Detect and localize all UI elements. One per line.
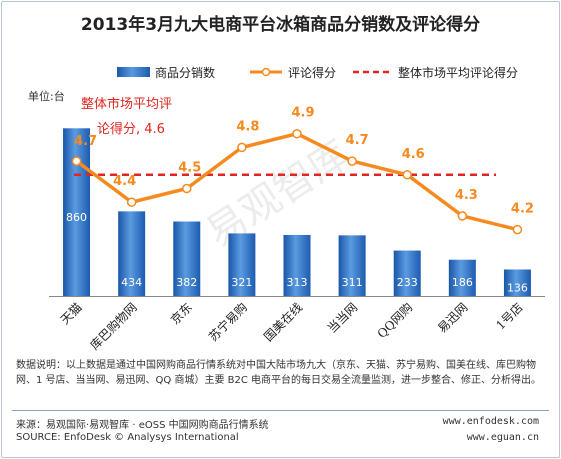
score-point (126, 197, 137, 207)
score-value-label: 4.7 (346, 133, 369, 148)
bar (283, 234, 311, 296)
chart-title: 2013年3月九大电商平台冰箱商品分销数及评论得分 (80, 15, 481, 35)
score-value-label: 4.2 (511, 202, 534, 217)
score-value-label: 4.8 (236, 119, 259, 134)
y-axis-label: 单位:台 (28, 89, 65, 103)
score-value-label: 4.5 (178, 161, 201, 176)
score-value-label: 4.9 (291, 106, 314, 121)
legend-label-average: 整体市场平均评论得分 (398, 65, 518, 80)
bar-value-label: 382 (176, 276, 197, 289)
average-line-group: 整体市场平均评论得分, 4.6 (74, 96, 496, 177)
score-value-label: 4.3 (455, 188, 478, 203)
x-tick-label: 天猫 (58, 300, 85, 327)
score-value-label: 4.6 (402, 147, 425, 162)
legend-swatch-bars (117, 67, 150, 77)
bar-value-label: 321 (231, 276, 252, 289)
bar (173, 221, 201, 296)
footer-url-enfodesk[interactable]: www.enfodesk.com (442, 416, 539, 427)
score-line-series (71, 128, 523, 235)
average-annotation-line1: 整体市场平均评 (81, 96, 172, 112)
legend-label-bars: 商品分销数 (155, 65, 215, 80)
score-point (292, 128, 302, 139)
bar-value-label: 186 (452, 276, 473, 289)
score-point (347, 156, 357, 166)
data-labels: 860 434 382 321 313 311 233 186 136 4.7 4.4 4.5 4.8 4… (66, 106, 534, 295)
x-tick-label: 京东 (168, 300, 195, 327)
bar-value-label: 311 (342, 276, 363, 289)
bar-series (63, 128, 531, 296)
bar-value-label: 313 (287, 276, 308, 289)
footer-divider (12, 410, 549, 411)
bar (63, 128, 91, 296)
score-point (182, 183, 192, 194)
bar (118, 211, 146, 296)
average-annotation-line2: 论得分, 4.6 (97, 121, 165, 137)
bar (393, 250, 421, 296)
score-point (402, 170, 412, 180)
bar-value-label: 136 (507, 281, 528, 294)
score-value-label: 4.4 (113, 174, 136, 189)
x-tick-label: 当当网 (325, 300, 360, 335)
score-point (71, 156, 82, 166)
x-tick-label: 国美在线 (261, 300, 305, 344)
bar (448, 259, 476, 296)
legend: 商品分销数 评论得分 整体市场平均评论得分 (117, 65, 518, 80)
x-tick-label: 库巴购物网 (87, 300, 140, 353)
bar-value-label: 233 (397, 276, 418, 289)
data-note: 数据说明：以上数据是通过中国网购商品行情系统对中国大陆市场九大（京东、天猫、苏宁… (16, 360, 542, 386)
footer-url-eguan[interactable]: www.eguan.cn (466, 432, 539, 443)
score-point (457, 211, 468, 221)
x-tick-label: 1号店 (493, 300, 525, 332)
legend-swatch-marker (261, 67, 271, 77)
bar (228, 233, 256, 296)
score-point (512, 224, 523, 235)
bar-value-label: 434 (121, 276, 142, 289)
x-tick-label: QQ网购 (374, 300, 415, 341)
footer-source-cn: 来源：易观国际·易观智库 · eOSS 中国网购商品行情系统 (16, 420, 269, 431)
bar-value-label: 860 (66, 211, 87, 224)
bar (338, 235, 366, 296)
score-point (237, 142, 247, 153)
score-value-label: 4.7 (74, 134, 97, 149)
footer-source-en: SOURCE: EnfoDesk © Analysys Internationa… (16, 432, 239, 443)
legend-label-score: 评论得分 (288, 65, 336, 80)
x-tick-label: 易迅网 (435, 300, 470, 335)
bar (503, 269, 531, 296)
x-tick-label: 苏宁易购 (205, 300, 250, 345)
